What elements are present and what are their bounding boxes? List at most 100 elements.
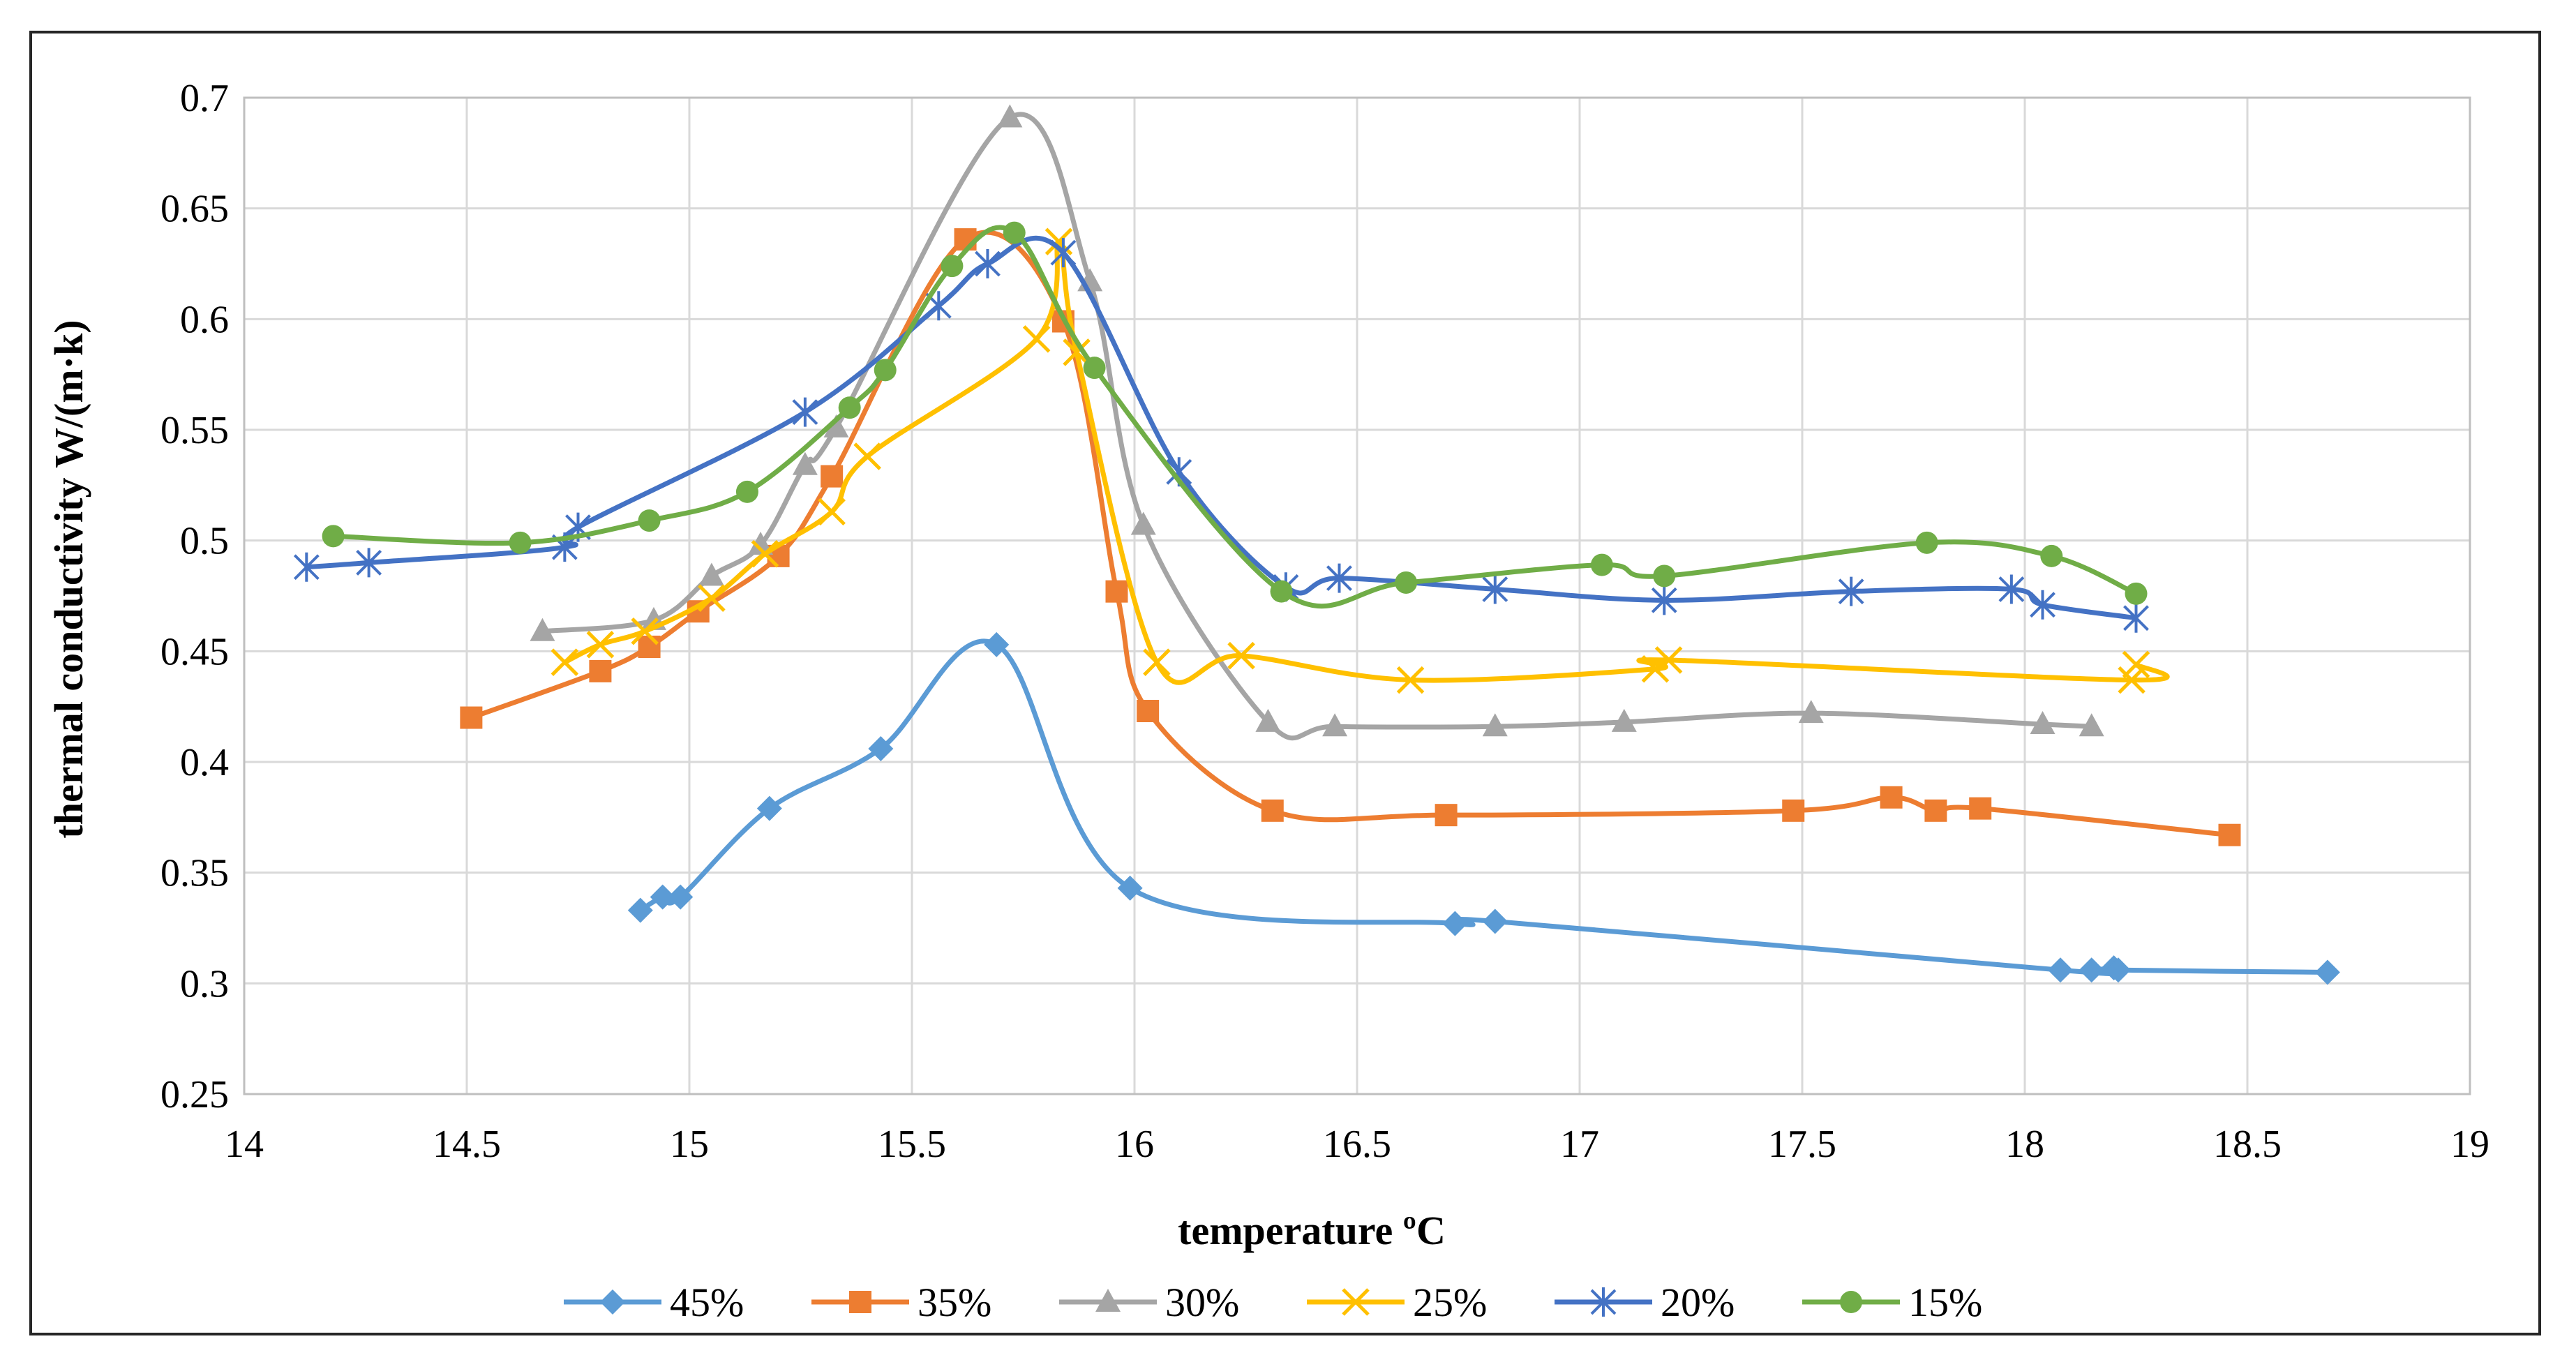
data-point-25-percent <box>1641 654 1670 683</box>
data-point-30-percent <box>530 618 555 641</box>
legend-label: 15% <box>1908 1280 1982 1325</box>
x-tick-label: 14.5 <box>433 1123 501 1166</box>
data-point-20-percent <box>2030 590 2055 620</box>
data-point-25-percent <box>818 497 846 526</box>
data-point-30-percent <box>792 451 818 475</box>
data-point-15-percent <box>1270 580 1293 603</box>
data-point-15-percent <box>1083 357 1106 380</box>
series-line-30-percent <box>542 112 2092 741</box>
data-point-15-percent <box>2125 582 2148 605</box>
y-tick-label: 0.6 <box>180 298 229 341</box>
data-point-30-percent <box>1255 708 1281 732</box>
x-tick-label: 15.5 <box>878 1123 946 1166</box>
data-point-35-percent <box>1435 804 1458 827</box>
data-point-25-percent <box>853 442 881 470</box>
data-point-20-percent <box>1998 574 2025 604</box>
series-layer <box>293 104 2340 985</box>
x-tick-label: 17 <box>1560 1123 1599 1166</box>
data-point-20-percent <box>792 397 818 427</box>
data-point-45-percent <box>2079 957 2104 983</box>
data-point-15-percent <box>1590 553 1613 576</box>
y-tick-label: 0.45 <box>160 630 229 673</box>
data-point-25-percent <box>551 648 579 676</box>
legend-item: 35% <box>811 1280 991 1325</box>
data-point-20-percent <box>1482 574 1508 604</box>
x-axis-title: temperature ºC <box>1178 1208 1446 1253</box>
x-tick-label: 18 <box>2005 1123 2044 1166</box>
data-point-45-percent <box>2048 957 2074 983</box>
data-point-15-percent <box>2040 544 2063 567</box>
data-point-25-percent <box>1143 648 1171 676</box>
data-point-30-percent <box>997 104 1023 128</box>
data-point-45-percent <box>756 795 782 821</box>
data-point-30-percent <box>1482 713 1508 737</box>
legend-item: 15% <box>1802 1280 1982 1325</box>
legend-marker <box>1095 1289 1121 1312</box>
data-point-30-percent <box>1611 708 1637 732</box>
data-point-25-percent <box>631 618 659 645</box>
series-15-percent <box>322 221 2148 609</box>
data-point-15-percent <box>322 525 345 548</box>
data-point-25-percent <box>1227 641 1255 670</box>
data-point-35-percent <box>1782 799 1805 822</box>
data-point-30-percent <box>1130 511 1156 535</box>
series-45-percent <box>627 631 2340 985</box>
y-axis-ticks: 0.25 0.3 0.35 0.4 0.45 0.5 0.55 0.6 0.65 0.7 <box>160 77 229 1116</box>
legend-label: 20% <box>1661 1280 1735 1325</box>
data-point-45-percent <box>2105 957 2131 983</box>
y-tick-label: 0.5 <box>180 520 229 563</box>
data-point-20-percent <box>293 552 320 582</box>
y-tick-label: 0.4 <box>180 741 229 784</box>
data-point-35-percent <box>1880 786 1903 809</box>
legend-marker <box>849 1291 871 1313</box>
data-point-15-percent <box>735 480 758 503</box>
data-point-35-percent <box>1969 797 1992 820</box>
data-point-35-percent <box>1137 700 1160 723</box>
data-point-30-percent <box>748 532 774 555</box>
data-point-15-percent <box>638 509 661 532</box>
data-point-15-percent <box>509 531 532 554</box>
x-tick-label: 17.5 <box>1768 1123 1836 1166</box>
data-point-25-percent <box>2118 666 2146 694</box>
x-axis-ticks: 14 14.5 15 15.5 16 16.5 17 17.5 18 18.5 19 <box>225 1123 2489 1166</box>
x-tick-label: 18.5 <box>2213 1123 2282 1166</box>
x-tick-label: 16.5 <box>1323 1123 1391 1166</box>
y-tick-label: 0.65 <box>160 188 229 231</box>
legend-marker <box>1840 1291 1862 1313</box>
data-point-30-percent <box>2079 713 2104 737</box>
data-point-35-percent <box>954 228 977 251</box>
legend: 45% 35% 30% 25% 20% 15% <box>564 1280 1982 1325</box>
chart-border <box>29 31 2541 1335</box>
legend-label: 35% <box>918 1280 991 1325</box>
data-point-30-percent <box>2030 711 2055 735</box>
legend-item: 30% <box>1059 1280 1239 1325</box>
data-point-45-percent <box>650 884 675 910</box>
x-tick-label: 14 <box>225 1123 264 1166</box>
legend-marker <box>1590 1287 1617 1317</box>
legend-marker <box>1342 1288 1370 1316</box>
data-point-20-percent <box>356 548 382 578</box>
data-point-35-percent <box>638 635 661 658</box>
x-tick-label: 16 <box>1115 1123 1154 1166</box>
data-point-45-percent <box>1442 911 1468 936</box>
y-axis-title: thermal conductivity W/(m·k) <box>46 320 91 838</box>
data-point-30-percent <box>823 414 849 437</box>
legend-label: 45% <box>670 1280 744 1325</box>
data-point-35-percent <box>1105 580 1128 603</box>
data-point-15-percent <box>1653 564 1676 588</box>
data-point-30-percent <box>698 562 724 586</box>
data-point-25-percent <box>1396 666 1425 694</box>
data-point-15-percent <box>941 255 964 278</box>
data-point-35-percent <box>1924 799 1947 822</box>
data-point-15-percent <box>1915 531 1938 554</box>
legend-marker <box>600 1289 625 1315</box>
data-point-20-percent <box>2123 603 2149 633</box>
data-point-15-percent <box>838 396 861 419</box>
data-point-20-percent <box>1050 238 1077 268</box>
plot-area-border <box>243 96 2471 1095</box>
legend-label: 25% <box>1413 1280 1487 1325</box>
data-point-30-percent <box>1798 700 1824 724</box>
data-point-35-percent <box>460 706 483 729</box>
data-point-25-percent <box>586 631 615 659</box>
